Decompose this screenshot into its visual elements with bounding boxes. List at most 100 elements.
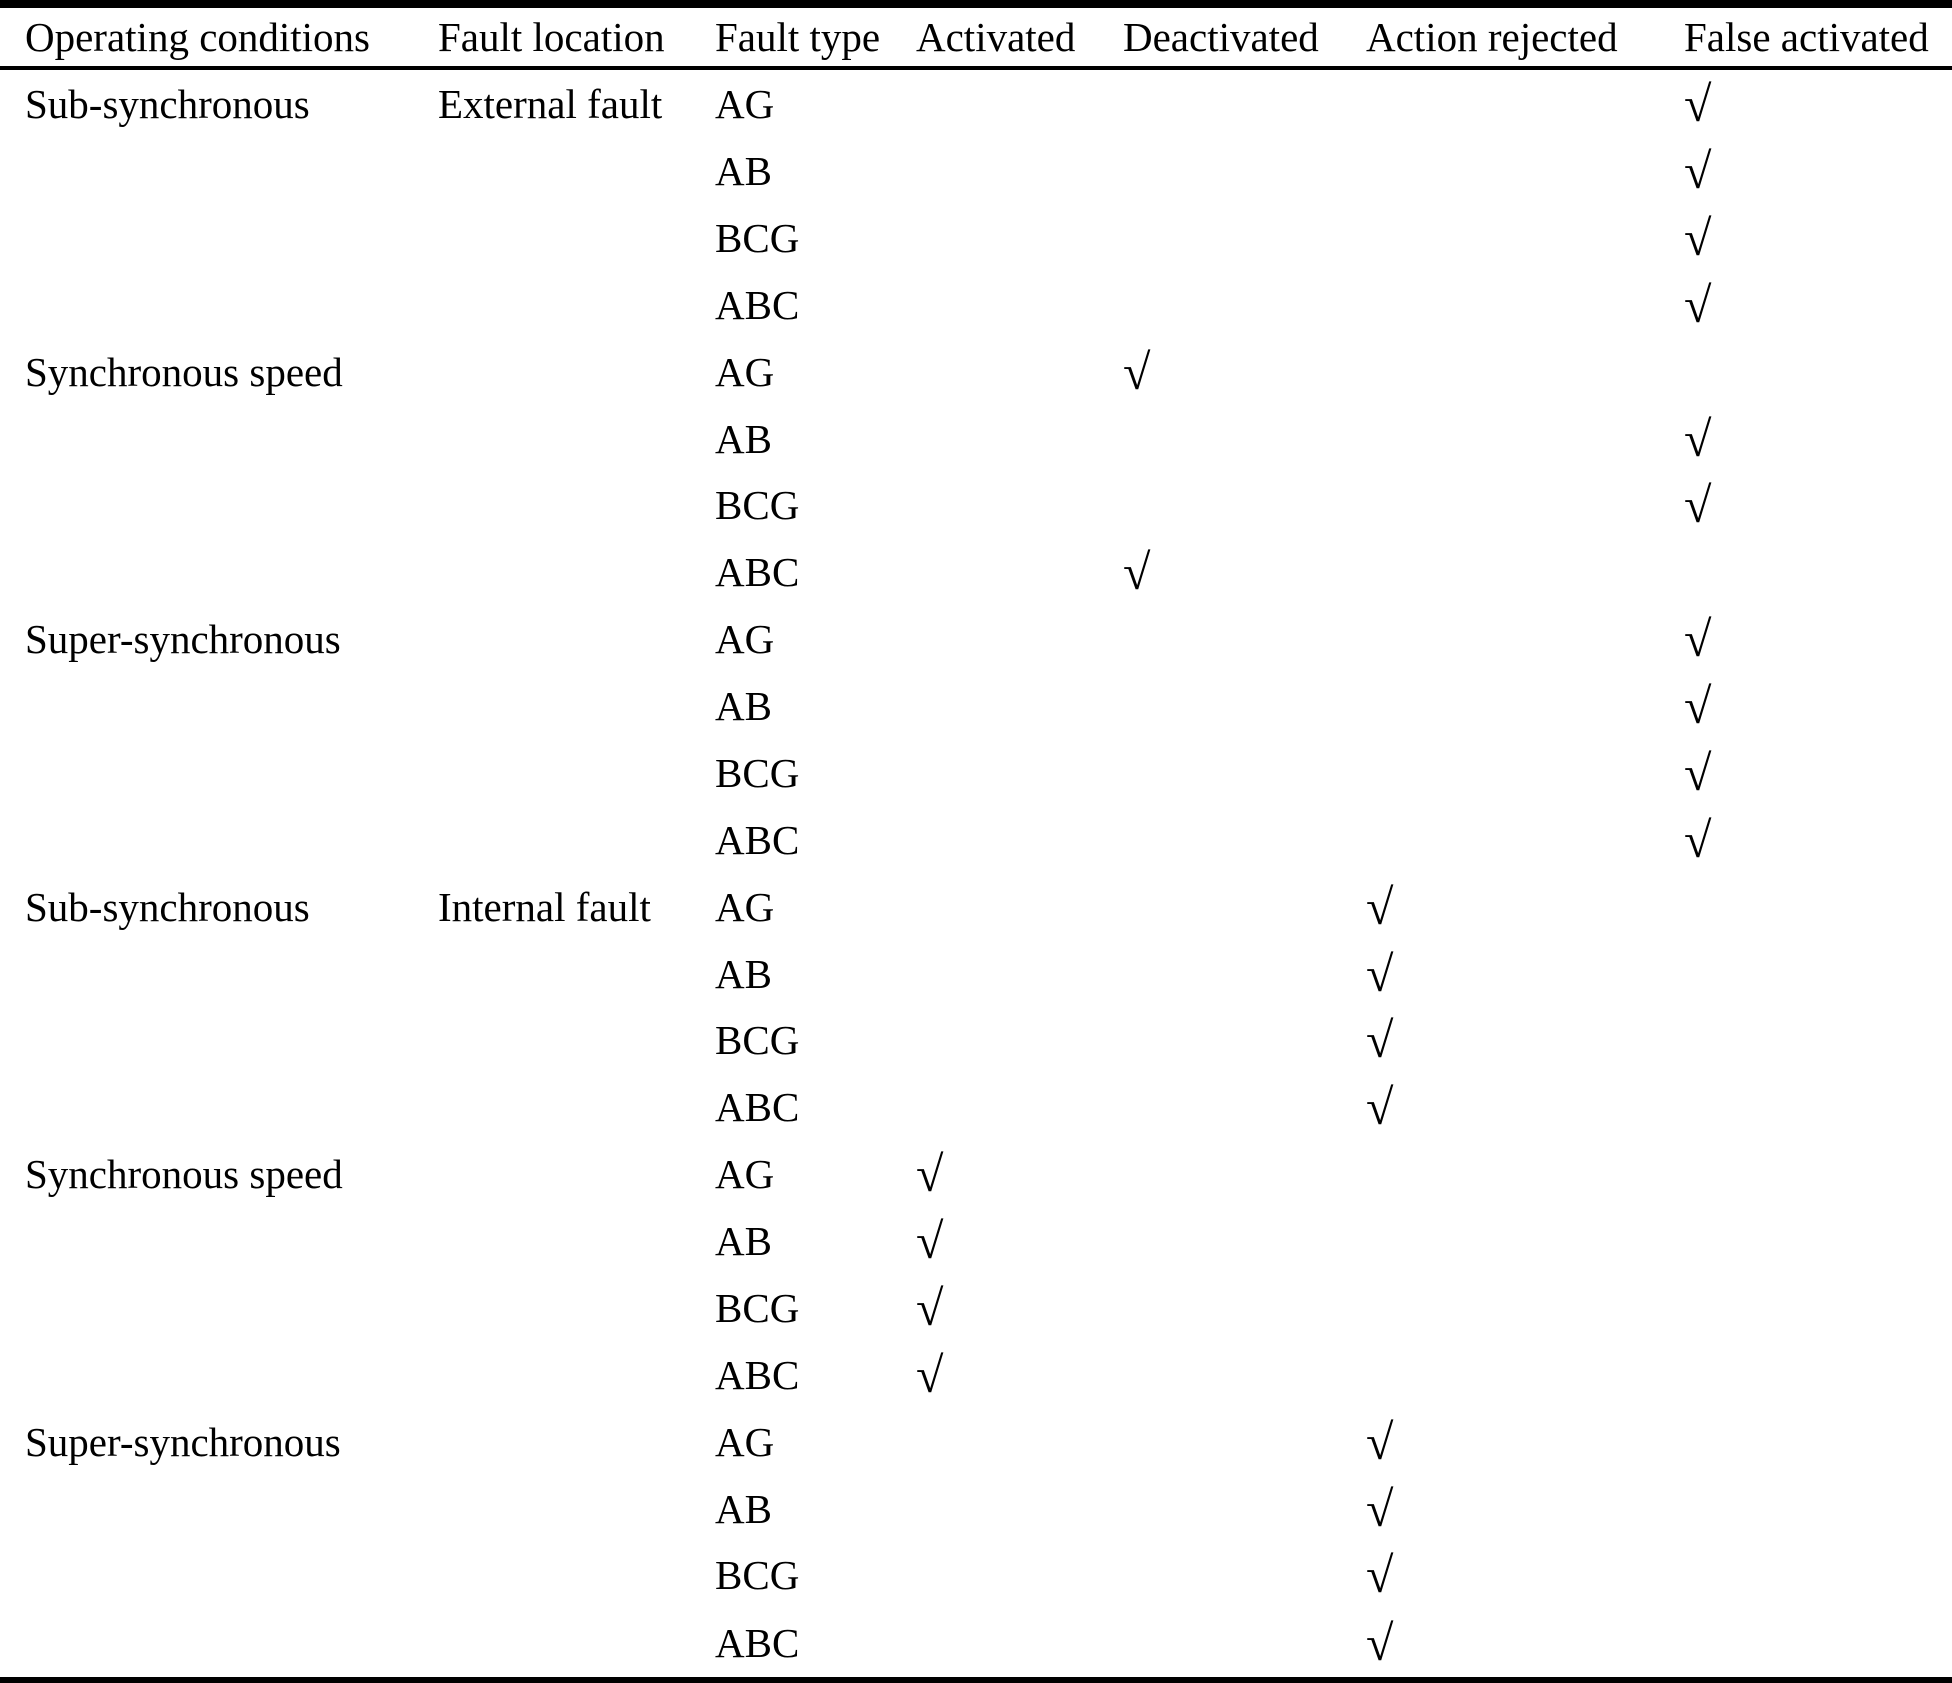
table-cell xyxy=(1123,739,1366,806)
table-cell xyxy=(1366,739,1684,806)
table-cell: ABC xyxy=(715,549,800,596)
table-row: BCG √ xyxy=(0,1007,1952,1074)
table-cell xyxy=(0,1609,438,1680)
table-cell xyxy=(438,739,715,806)
table-cell xyxy=(0,1542,438,1609)
table-cell xyxy=(0,739,438,806)
table-row: AB √ xyxy=(0,1208,1952,1275)
table-cell xyxy=(916,1074,1123,1141)
table-cell xyxy=(1366,204,1684,271)
table-cell xyxy=(1684,1007,1952,1074)
table-cell xyxy=(0,271,438,338)
table-row: AB √ xyxy=(0,940,1952,1007)
table-cell: AB xyxy=(715,1485,772,1532)
table-body: Sub-synchronous External fault AG √ AB √ BCG √ A… xyxy=(0,68,1952,1680)
checkmark-cell: √ xyxy=(1366,1079,1394,1136)
table-cell xyxy=(1123,1007,1366,1074)
table-cell xyxy=(916,1475,1123,1542)
table-cell: AG xyxy=(715,1418,775,1465)
column-header: Fault type xyxy=(715,4,916,70)
table-cell xyxy=(0,204,438,271)
table-cell xyxy=(916,338,1123,405)
table-cell xyxy=(438,606,715,673)
table-cell xyxy=(0,806,438,873)
table-cell xyxy=(1123,1074,1366,1141)
table-cell: ABC xyxy=(715,1084,800,1131)
table-cell xyxy=(1366,472,1684,539)
table-cell: AG xyxy=(715,80,775,127)
table-cell xyxy=(1684,1274,1952,1341)
table-row: Super-synchronous AG √ xyxy=(0,1408,1952,1475)
table-cell xyxy=(1366,1274,1684,1341)
table-cell xyxy=(438,806,715,873)
table-cell xyxy=(0,1475,438,1542)
table-cell xyxy=(1366,1141,1684,1208)
table-cell xyxy=(1123,204,1366,271)
table-cell xyxy=(1123,873,1366,940)
table-head: Operating conditions Fault location Fault … xyxy=(0,4,1952,70)
table-cell xyxy=(438,1542,715,1609)
table-cell xyxy=(916,68,1123,138)
table-cell: AG xyxy=(715,883,775,930)
table-row: ABC √ xyxy=(0,1341,1952,1408)
table-cell xyxy=(1366,138,1684,205)
table-cell: BCG xyxy=(715,214,800,261)
table-cell xyxy=(0,1274,438,1341)
checkmark-cell: √ xyxy=(1684,744,1712,801)
table-cell xyxy=(916,138,1123,205)
table-cell: Super-synchronous xyxy=(25,1418,341,1465)
table-cell xyxy=(1684,1341,1952,1408)
table-cell xyxy=(1123,1542,1366,1609)
table-cell xyxy=(1123,472,1366,539)
table-row: AB √ xyxy=(0,405,1952,472)
table-cell xyxy=(1366,68,1684,138)
table-cell xyxy=(0,405,438,472)
table-row: ABC √ xyxy=(0,539,1952,606)
table-cell xyxy=(438,271,715,338)
table-cell xyxy=(1123,271,1366,338)
table-cell xyxy=(438,1274,715,1341)
table-row: Sub-synchronous Internal fault AG √ xyxy=(0,873,1952,940)
table-cell: AB xyxy=(715,148,772,194)
table-row: BCG √ xyxy=(0,1274,1952,1341)
table-cell xyxy=(1123,1609,1366,1680)
table-cell xyxy=(1123,1341,1366,1408)
table-cell: AB xyxy=(715,683,772,729)
table-cell xyxy=(916,539,1123,606)
table-cell xyxy=(438,405,715,472)
column-header: False activated xyxy=(1684,4,1952,70)
table-cell xyxy=(438,338,715,405)
table-cell xyxy=(1366,1208,1684,1275)
table-cell xyxy=(1123,68,1366,138)
table-row: ABC √ xyxy=(0,271,1952,338)
table-cell xyxy=(916,1408,1123,1475)
table-cell: External fault xyxy=(438,80,663,127)
checkmark-cell: √ xyxy=(1366,1547,1394,1604)
table-cell xyxy=(916,1007,1123,1074)
table-cell xyxy=(0,940,438,1007)
table-cell xyxy=(438,1141,715,1208)
table-row: BCG √ xyxy=(0,472,1952,539)
table-row: Super-synchronous AG √ xyxy=(0,606,1952,673)
checkmark-cell: √ xyxy=(1366,1614,1394,1671)
table-cell xyxy=(1366,806,1684,873)
table-cell xyxy=(438,204,715,271)
table-cell: Synchronous speed xyxy=(25,348,343,395)
table-cell: BCG xyxy=(715,1284,800,1331)
table-cell xyxy=(1684,1542,1952,1609)
column-header: Operating conditions xyxy=(0,4,438,70)
table-cell xyxy=(438,1475,715,1542)
table-cell: Sub-synchronous xyxy=(25,883,310,930)
table-cell xyxy=(438,940,715,1007)
table-cell xyxy=(1684,1074,1952,1141)
table-cell xyxy=(1366,606,1684,673)
table-cell: ABC xyxy=(715,1351,800,1398)
column-header: Action rejected xyxy=(1366,4,1684,70)
checkmark-cell: √ xyxy=(916,1213,944,1269)
table-cell: Super-synchronous xyxy=(25,616,341,663)
checkmark-cell: √ xyxy=(1684,678,1712,734)
table-cell xyxy=(1684,873,1952,940)
table-cell xyxy=(438,138,715,205)
table-cell xyxy=(1366,271,1684,338)
